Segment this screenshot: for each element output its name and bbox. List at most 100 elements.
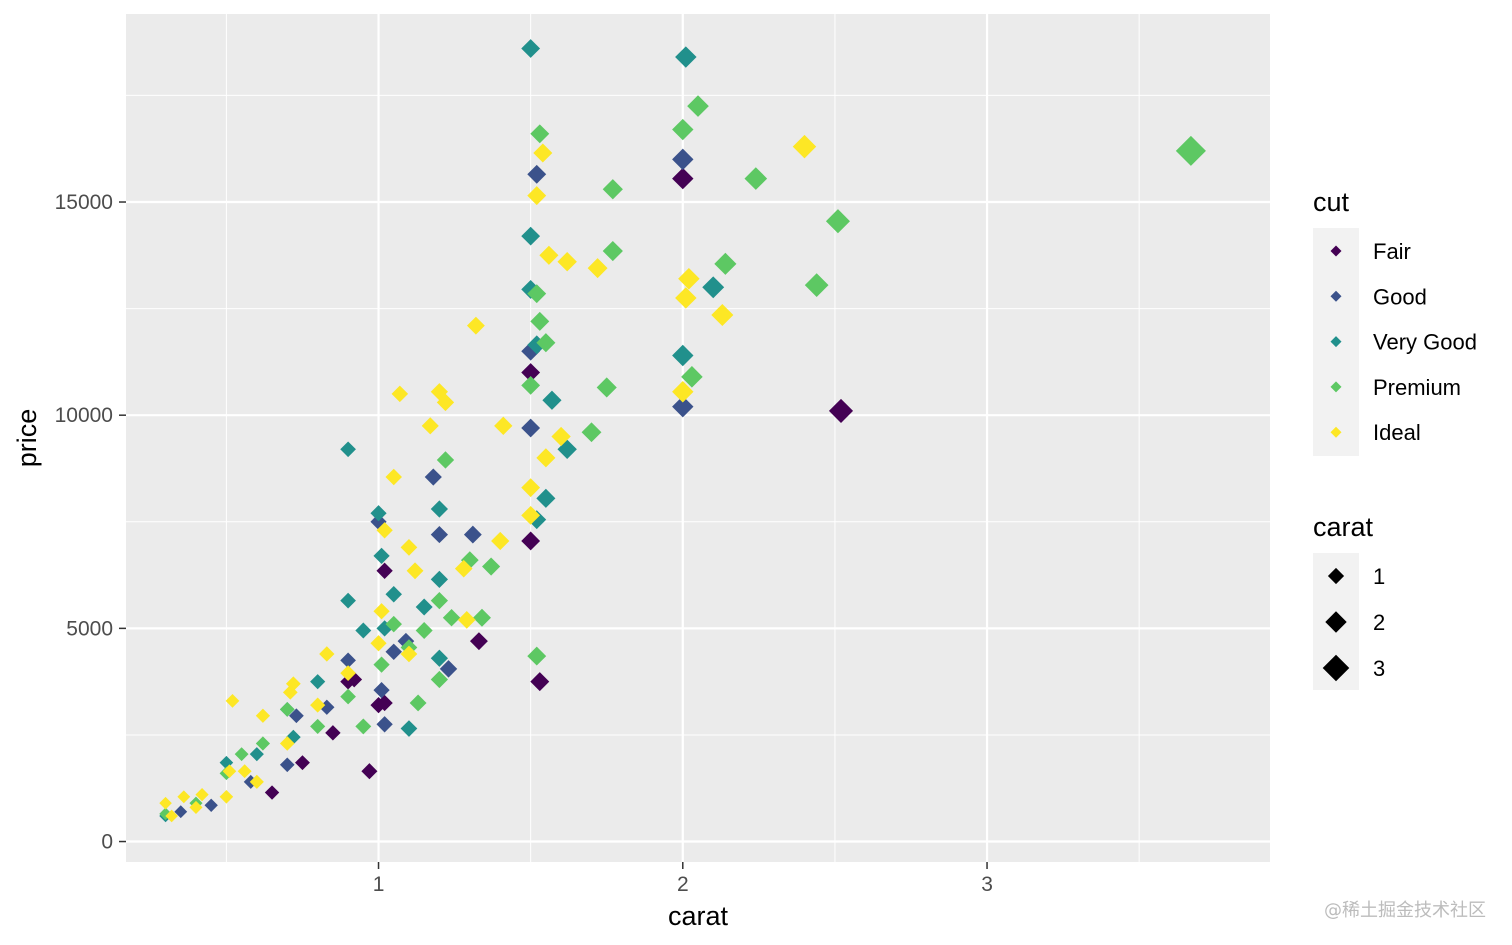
data-point-fair: [376, 694, 393, 712]
data-point-ideal: [587, 258, 608, 279]
data-point-ideal: [385, 468, 402, 486]
data-point-fair: [521, 363, 541, 382]
data-point-fair: [264, 785, 280, 800]
data-point-good: [204, 798, 218, 812]
data-point-very-good: [675, 46, 697, 68]
data-point-good: [385, 643, 402, 661]
y-tick-label: 5000: [66, 617, 113, 640]
data-point-ideal: [237, 764, 252, 779]
data-point-ideal: [400, 645, 418, 663]
size-legend-title: carat: [1313, 512, 1374, 542]
data-point-fair: [672, 167, 694, 190]
color-legend-label: Very Good: [1373, 330, 1477, 355]
data-point-premium: [415, 622, 433, 639]
data-point-ideal: [792, 134, 817, 159]
data-point-ideal: [222, 764, 237, 779]
y-tick-label: 0: [101, 831, 113, 854]
size-legend-items: 1 2 3: [1322, 564, 1385, 682]
data-point-premium: [596, 377, 617, 398]
data-point-premium: [355, 718, 372, 735]
data-point-premium: [744, 167, 768, 190]
data-point-very-good: [430, 500, 449, 518]
data-point-ideal: [370, 635, 387, 652]
data-point-good: [439, 660, 458, 678]
data-point-ideal: [527, 186, 547, 206]
data-point-ideal: [279, 736, 295, 751]
data-point-good: [288, 708, 304, 724]
data-point-premium: [687, 95, 709, 117]
data-point-ideal: [406, 562, 424, 580]
data-point-fair: [361, 763, 378, 780]
data-point-premium: [602, 179, 623, 200]
data-point-very-good: [430, 649, 449, 667]
data-point-very-good: [702, 276, 725, 299]
data-point-very-good: [219, 755, 234, 770]
y-axis-title: price: [12, 409, 42, 468]
data-point-premium: [825, 209, 850, 234]
data-point-ideal: [400, 538, 418, 556]
data-point-ideal: [225, 693, 240, 708]
data-point-premium: [581, 422, 602, 443]
size-legend-label: 2: [1373, 610, 1385, 635]
data-point-ideal: [177, 790, 191, 804]
data-point-premium: [1175, 135, 1206, 166]
data-point-ideal: [672, 381, 694, 403]
data-point-premium: [527, 646, 547, 666]
data-point-ideal: [255, 708, 271, 723]
data-point-premium: [482, 557, 501, 576]
data-point-very-good: [415, 598, 433, 616]
size-legend-key: [1325, 611, 1347, 633]
data-point-premium: [385, 615, 402, 633]
data-point-ideal: [466, 316, 485, 335]
data-point-good: [527, 164, 547, 184]
data-point-ideal: [430, 383, 449, 401]
size-legend-key: [1322, 654, 1350, 682]
color-legend-key: [1330, 290, 1342, 302]
color-legend-label: Premium: [1373, 375, 1461, 400]
data-point-premium: [279, 702, 295, 717]
data-point-fair: [340, 673, 356, 690]
data-point-good: [340, 652, 356, 669]
data-point-ideal: [249, 774, 264, 789]
y-axis-tick-labels: 0 5000 10000 15000: [55, 191, 113, 854]
color-legend-label: Good: [1373, 284, 1427, 309]
color-legend-key: [1330, 381, 1342, 393]
data-point-ideal: [373, 603, 390, 620]
data-point-premium: [409, 694, 427, 712]
data-point-ideal: [376, 522, 393, 539]
data-point-ideal: [675, 287, 697, 309]
data-point-ideal: [678, 268, 700, 290]
data-point-premium: [310, 718, 326, 735]
data-point-ideal: [711, 303, 734, 327]
data-point-ideal: [219, 789, 234, 804]
data-point-premium: [255, 736, 271, 751]
data-point-ideal: [536, 448, 556, 468]
data-point-good: [319, 699, 335, 715]
data-point-ideal: [457, 610, 476, 629]
size-legend: carat 1 2 3: [1313, 512, 1385, 690]
size-legend-label: 3: [1373, 656, 1385, 681]
data-point-very-good: [400, 720, 418, 737]
data-point-very-good: [672, 344, 694, 367]
minor-gridlines: [126, 14, 1270, 862]
data-point-very-good: [385, 586, 402, 603]
data-point-ideal: [491, 531, 510, 551]
data-point-ideal: [165, 809, 178, 823]
color-legend-items: Fair Good Very Good Premium Ideal: [1330, 239, 1477, 445]
data-point-ideal: [159, 796, 172, 810]
data-point-fair: [376, 562, 393, 579]
data-point-premium: [442, 608, 461, 627]
data-point-good: [672, 148, 694, 171]
data-point-fair: [521, 531, 541, 551]
data-point-ideal: [340, 665, 356, 681]
data-point-fair: [370, 697, 387, 714]
data-point-very-good: [521, 226, 541, 246]
data-point-very-good: [373, 547, 390, 565]
data-point-premium: [804, 273, 829, 297]
axis-ticks: [119, 201, 988, 869]
x-tick-label: 1: [373, 873, 385, 896]
data-point-good: [279, 757, 295, 773]
data-point-fair: [469, 632, 488, 651]
data-point-ideal: [521, 505, 541, 525]
data-point-ideal: [189, 800, 203, 814]
